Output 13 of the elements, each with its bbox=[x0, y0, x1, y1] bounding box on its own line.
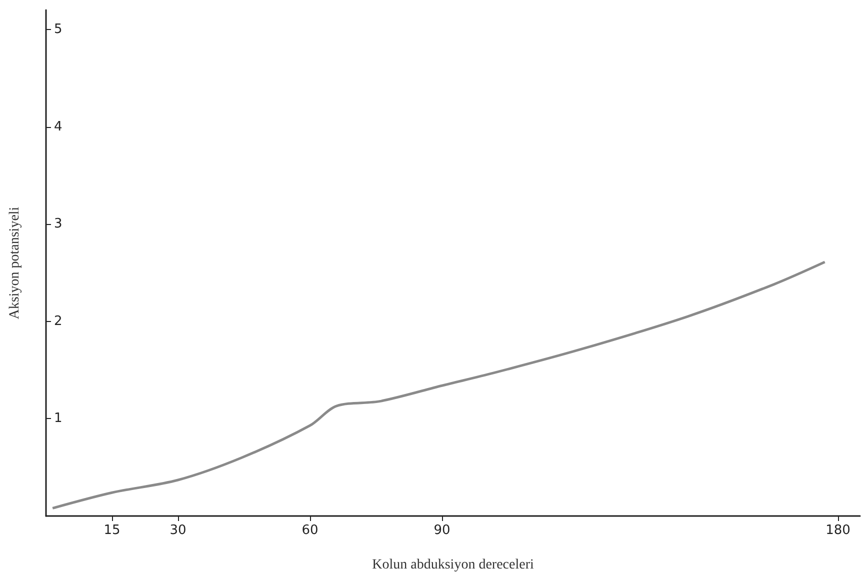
x-axis-title: Kolun abduksiyon dereceleri bbox=[372, 558, 534, 572]
x-tick-label: 15 bbox=[104, 523, 120, 538]
x-tick-label: 180 bbox=[826, 523, 850, 538]
y-tick-label: 1 bbox=[54, 411, 62, 426]
y-axis-title: Aksiyon potansiyeli bbox=[8, 206, 22, 320]
y-tick-label: 3 bbox=[54, 216, 62, 232]
y-tick-label: 5 bbox=[54, 22, 62, 37]
x-tick-label: 60 bbox=[302, 523, 318, 538]
x-tick-label: 90 bbox=[434, 523, 450, 538]
line-series bbox=[51, 260, 826, 510]
y-tick-label: 4 bbox=[54, 119, 62, 134]
y-tick-label: 2 bbox=[54, 314, 62, 329]
x-tick-label: 30 bbox=[170, 523, 186, 538]
